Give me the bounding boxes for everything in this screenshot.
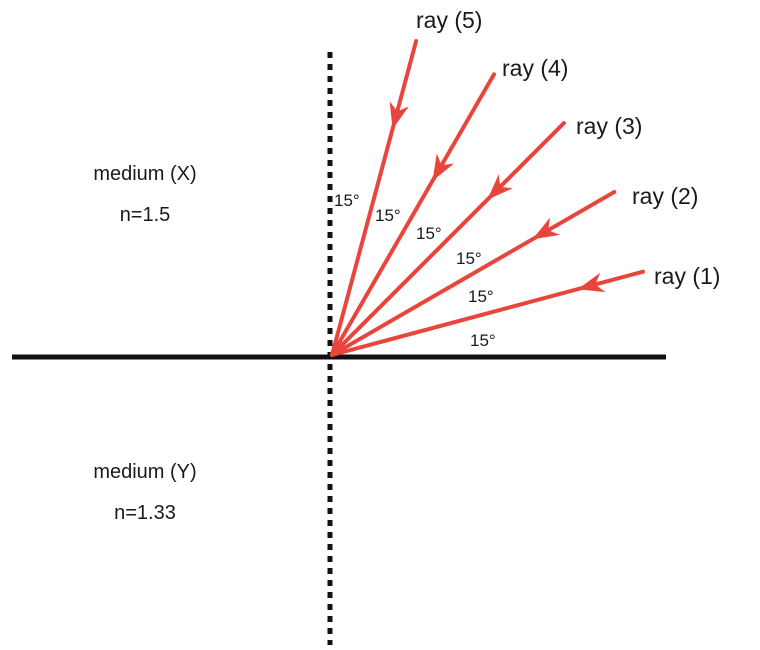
ray-2-arrowhead-icon (532, 217, 560, 240)
medium-x-name: medium (X) (93, 163, 196, 185)
ray-5-line (330, 39, 419, 357)
ray-2-label: ray (2) (632, 183, 698, 209)
angle-label-ray3-ray2: 15° (456, 249, 482, 268)
ray-4 (330, 72, 496, 357)
ray-2 (330, 190, 617, 357)
ray-4-label: ray (4) (502, 55, 568, 81)
angle-label-normal-ray5: 15° (334, 191, 360, 210)
ray-2-line (330, 190, 617, 357)
ray-3 (330, 121, 566, 357)
ray-1-arrowhead-icon (577, 272, 606, 293)
ray-4-line (330, 72, 496, 357)
ray-3-line (330, 121, 566, 357)
angle-label-ray1-surface: 15° (470, 331, 496, 350)
medium-y-name: medium (Y) (93, 461, 196, 483)
angle-label-ray5-ray4: 15° (375, 206, 401, 225)
ray-1-label: ray (1) (654, 263, 720, 289)
medium-x-index: n=1.5 (120, 204, 171, 226)
ray-3-arrowhead-icon (487, 174, 513, 200)
ray-4-arrowhead-icon (432, 153, 455, 181)
ray-1 (330, 269, 645, 357)
ray-5-arrowhead-icon (389, 101, 409, 129)
angle-label-ray4-ray3: 15° (416, 224, 442, 243)
medium-y-index: n=1.33 (114, 502, 176, 524)
ray-3-label: ray (3) (576, 113, 642, 139)
ray-5 (330, 39, 419, 357)
angle-label-ray2-ray1: 15° (468, 287, 494, 306)
ray-5-label: ray (5) (416, 7, 482, 33)
